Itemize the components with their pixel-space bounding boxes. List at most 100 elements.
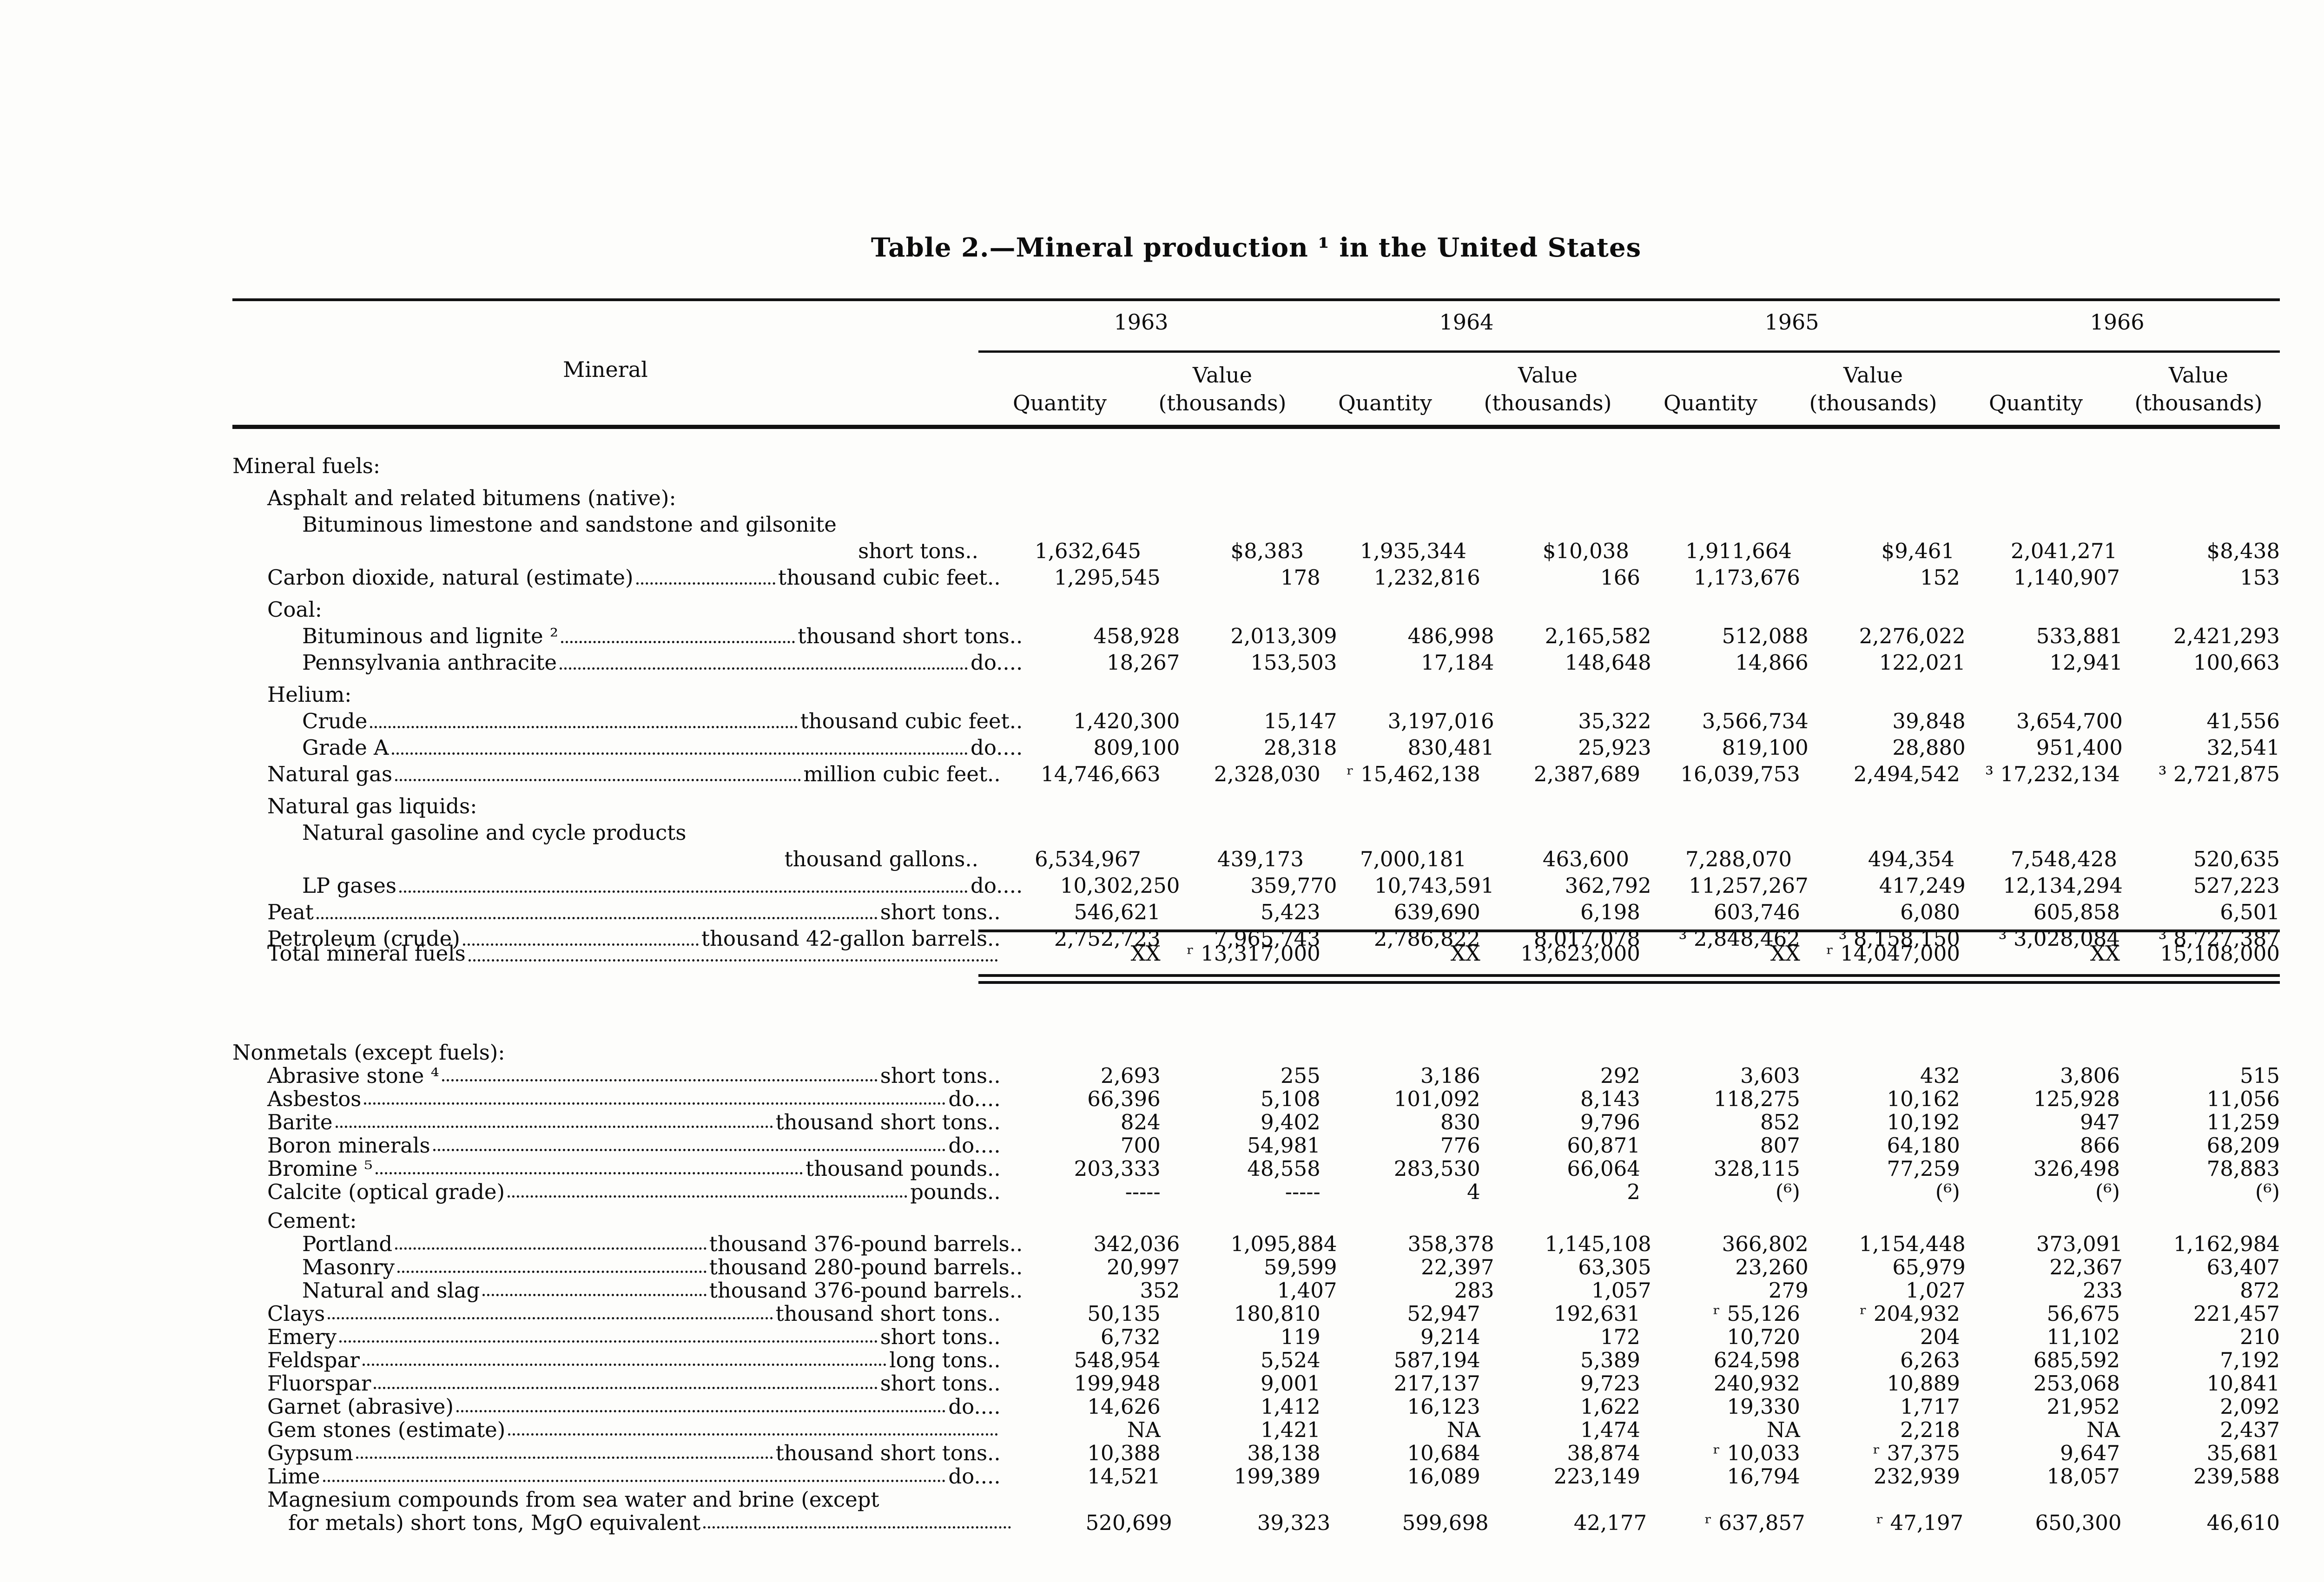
- row-label-cell: Total mineral fuels: [232, 940, 1001, 968]
- cell-value: 14,521: [1087, 1464, 1161, 1489]
- cell-value: 48,558: [1247, 1156, 1320, 1181]
- table-row: Bituminous and lignite ² thousand short t…: [232, 623, 2280, 649]
- row-label-cell: Natural gasoline and cycle products: [232, 819, 1048, 846]
- row-label-cell: Barite thousand short tons..: [232, 1111, 1001, 1134]
- cell-value: 1,421: [1260, 1417, 1320, 1442]
- row-unit: thousand pounds..: [805, 1156, 1001, 1181]
- row-unit: do....: [971, 650, 1023, 675]
- cell-value: 8,143: [1580, 1087, 1640, 1111]
- table-row: Clays thousand short tons.. 50,135 180,810 5…: [232, 1302, 2280, 1325]
- cell-value: 38,138: [1247, 1441, 1320, 1465]
- column-header-value-1965: Value: [1843, 363, 1903, 388]
- cell-value: 7,288,070: [1685, 847, 1792, 871]
- cell-value: 13,623,000: [1520, 941, 1640, 966]
- cell-value: 172: [1600, 1325, 1640, 1349]
- column-header-value-1963: Value: [1193, 363, 1252, 388]
- cell-value: -----: [1125, 1180, 1161, 1204]
- cell-value: XX: [1770, 941, 1800, 966]
- cell-value: 587,194: [1393, 1348, 1480, 1372]
- row-unit: thousand 376-pound barrels..: [709, 1278, 1023, 1303]
- cell-value: 1,095,884: [1230, 1232, 1337, 1256]
- cell-value: 4: [1467, 1180, 1480, 1204]
- cell-value: 203,333: [1074, 1156, 1161, 1181]
- row-label-cell: Clays thousand short tons..: [232, 1302, 1001, 1325]
- rule-top: [232, 298, 2280, 301]
- cell-value: 603,746: [1713, 900, 1800, 924]
- cell-value: 180,810: [1234, 1301, 1320, 1326]
- cell-value: 2,276,022: [1859, 624, 1966, 648]
- cell-value: 122,021: [1879, 650, 1966, 675]
- row-label: Gypsum: [267, 1441, 353, 1465]
- cell-value: 223,149: [1553, 1464, 1640, 1489]
- cell-value: -----: [1285, 1180, 1320, 1204]
- row-label-cell: Bituminous limestone and sandstone and g…: [232, 511, 1048, 538]
- cell-value: ʳ 10,033: [1713, 1441, 1800, 1465]
- cell-value: ʳ 204,932: [1859, 1301, 1960, 1326]
- cell-value: 14,626: [1087, 1394, 1161, 1419]
- cell-value: 520,699: [1085, 1510, 1172, 1535]
- cell-value: 1,057: [1591, 1278, 1651, 1303]
- leader-dots: [375, 1172, 803, 1174]
- table-row: Grade A do.... 809,100 28,318 830,481 25,923 8…: [232, 734, 2280, 761]
- cell-value: 1,474: [1580, 1417, 1640, 1442]
- row-label-cell: Cement:: [232, 1209, 1013, 1233]
- cell-value: 204: [1920, 1325, 1960, 1349]
- cell-value: 6,732: [1100, 1325, 1161, 1349]
- cell-value: 192,631: [1553, 1301, 1640, 1326]
- cell-value: ʳ 15,462,138: [1347, 762, 1480, 786]
- cell-value: 152: [1920, 565, 1960, 590]
- cell-value: 221,457: [2193, 1301, 2280, 1326]
- table-row: Natural gas million cubic feet.. 14,746,66…: [232, 761, 2280, 787]
- row-unit: short tons..: [880, 1371, 1001, 1396]
- row-unit: thousand cubic feet..: [800, 709, 1023, 733]
- cell-value: 153,503: [1250, 650, 1337, 675]
- cell-value: 28,880: [1892, 735, 1966, 760]
- cell-value: 1,632,645: [1034, 539, 1141, 563]
- row-label-cell: Magnesium compounds from sea water and b…: [232, 1488, 1013, 1511]
- cell-value: 166: [1600, 565, 1640, 590]
- column-header-quantity-1964: Quantity: [1338, 390, 1433, 415]
- section-label: Asphalt and related bitumens (native):: [267, 486, 676, 510]
- table-row: short tons.. 1,632,645 $8,383 1,935,344 $10,…: [232, 538, 2280, 564]
- cell-value: 35,681: [2206, 1441, 2280, 1465]
- cell-value: 60,871: [1567, 1133, 1640, 1158]
- leader-dots: [391, 752, 968, 755]
- leader-dots: [356, 1457, 773, 1459]
- cell-value: 373,091: [2036, 1232, 2123, 1256]
- column-header-mineral: Mineral: [563, 357, 648, 382]
- row-unit: short tons..: [880, 900, 1001, 924]
- row-unit: thousand 280-pound barrels..: [709, 1255, 1023, 1279]
- column-header-quantity-1966: Quantity: [1988, 390, 2083, 415]
- row-label-cell: Pennsylvania anthracite do....: [232, 649, 1023, 676]
- leader-dots: [328, 1317, 773, 1319]
- table-row: LP gases do.... 10,302,250 359,770 10,743,59…: [232, 872, 2280, 899]
- cell-value: 9,647: [2060, 1441, 2120, 1465]
- column-header-year-1966: 1966: [2090, 310, 2145, 335]
- table-row: Natural gasoline and cycle products: [232, 819, 2280, 846]
- row-label: Portland: [302, 1232, 393, 1256]
- section-row: Nonmetals (except fuels):: [232, 1041, 2280, 1064]
- cell-value: 6,263: [1900, 1348, 1960, 1372]
- cell-value: 2,218: [1900, 1417, 1960, 1442]
- leader-dots: [364, 1102, 946, 1105]
- cell-value: 41,556: [2206, 709, 2280, 733]
- cell-value: NA: [2086, 1417, 2120, 1442]
- leader-dots: [362, 1364, 887, 1366]
- cell-value: 19,330: [1727, 1394, 1800, 1419]
- cell-value: XX: [1130, 941, 1161, 966]
- cell-value: 10,720: [1727, 1325, 1800, 1349]
- cell-value: 217,137: [1393, 1371, 1480, 1396]
- cell-value: 3,654,700: [2016, 709, 2123, 733]
- column-header-year-1964: 1964: [1439, 310, 1494, 335]
- cell-value: 1,145,108: [1545, 1232, 1651, 1256]
- cell-value: 16,123: [1407, 1394, 1480, 1419]
- row-label: Natural and slag: [302, 1278, 480, 1303]
- cell-value: 10,684: [1407, 1441, 1480, 1465]
- leader-dots: [399, 890, 968, 893]
- cell-value: 64,180: [1887, 1133, 1960, 1158]
- cell-value: 494,354: [1868, 847, 1954, 871]
- row-label-cell: Gem stones (estimate): [232, 1418, 1001, 1442]
- row-label-cell: Bromine ⁵ thousand pounds..: [232, 1157, 1001, 1180]
- table-row: Carbon dioxide, natural (estimate) thousa…: [232, 564, 2280, 591]
